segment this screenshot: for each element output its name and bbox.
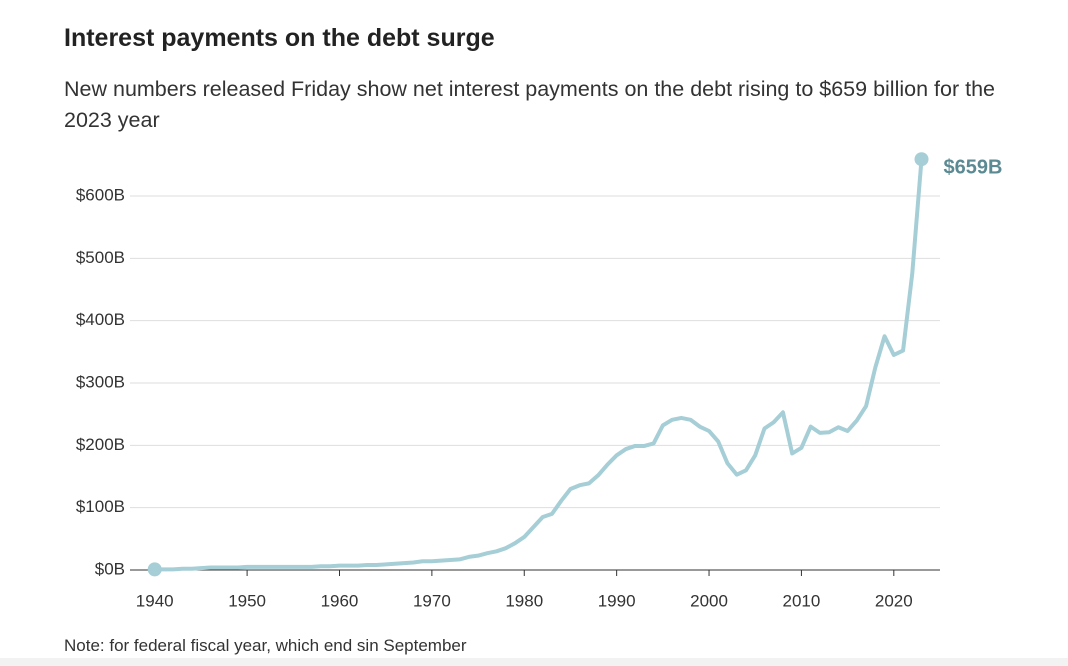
x-tick-label: 2010 [783,591,821,610]
x-tick-label: 1980 [505,591,543,610]
chart-title: Interest payments on the debt surge [64,24,495,52]
x-tick-label: 1990 [598,591,636,610]
chart-subtitle: New numbers released Friday show net int… [64,77,995,132]
footer-band [0,658,1068,666]
y-tick-label: $600B [76,185,125,204]
chart: $0B $100B $200B $300B $400B $500B $600B 1940 195… [76,152,1003,610]
value-label: $659B [944,157,1003,179]
y-tick-label: $200B [76,435,125,454]
y-tick-label: $0B [95,559,125,578]
chart-note: Note: for federal fiscal year, which end… [64,636,467,655]
y-tick-label: $100B [76,497,125,516]
end-point [147,562,162,577]
x-tick-label: 1960 [321,591,359,610]
x-tick-label: 1940 [136,591,174,610]
y-tick-label: $400B [76,310,125,329]
y-tick-label: $300B [76,372,125,391]
x-tick-label: 1970 [413,591,451,610]
series-line [154,159,924,572]
end-point [914,152,929,167]
y-tick-label: $500B [76,248,125,267]
x-tick-label: 2000 [690,591,728,610]
x-tick-label: 2020 [875,591,913,610]
x-tick-label: 1950 [228,591,266,610]
